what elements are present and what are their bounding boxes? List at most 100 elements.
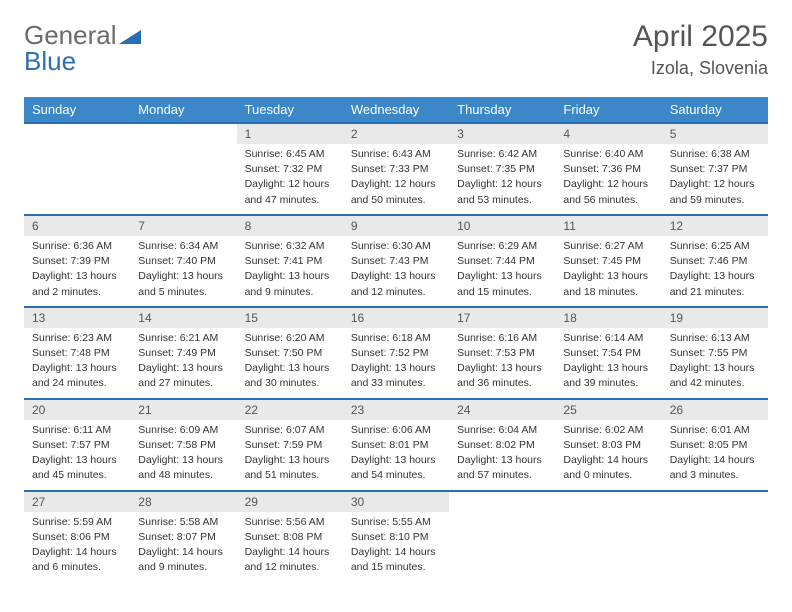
day-cell: [130, 123, 236, 215]
day-line: and 30 minutes.: [245, 376, 335, 391]
day-line: Sunrise: 6:30 AM: [351, 239, 441, 254]
day-line: and 54 minutes.: [351, 468, 441, 483]
day-cell: 13Sunrise: 6:23 AMSunset: 7:48 PMDayligh…: [24, 307, 130, 399]
day-line: and 18 minutes.: [563, 285, 653, 300]
day-line: Daylight: 13 hours: [32, 453, 122, 468]
day-line: Sunrise: 6:45 AM: [245, 147, 335, 162]
day-line: and 45 minutes.: [32, 468, 122, 483]
weekday-header: Monday: [130, 97, 236, 123]
day-line: and 15 minutes.: [457, 285, 547, 300]
day-line: Sunset: 7:41 PM: [245, 254, 335, 269]
day-line: Sunset: 8:01 PM: [351, 438, 441, 453]
day-line: Sunrise: 5:59 AM: [32, 515, 122, 530]
day-line: Daylight: 13 hours: [138, 361, 228, 376]
day-line: Daylight: 13 hours: [457, 361, 547, 376]
day-number: 29: [237, 492, 343, 512]
day-number: 20: [24, 400, 130, 420]
day-number: 21: [130, 400, 236, 420]
day-line: Sunset: 7:36 PM: [563, 162, 653, 177]
day-cell: 28Sunrise: 5:58 AMSunset: 8:07 PMDayligh…: [130, 491, 236, 582]
day-content: Sunrise: 6:09 AMSunset: 7:58 PMDaylight:…: [130, 420, 236, 490]
day-line: and 3 minutes.: [670, 468, 760, 483]
week-row: 27Sunrise: 5:59 AMSunset: 8:06 PMDayligh…: [24, 491, 768, 582]
day-cell: 15Sunrise: 6:20 AMSunset: 7:50 PMDayligh…: [237, 307, 343, 399]
day-number: 14: [130, 308, 236, 328]
day-line: Sunrise: 6:21 AM: [138, 331, 228, 346]
weekday-header: Friday: [555, 97, 661, 123]
day-cell: [555, 491, 661, 582]
day-cell: 12Sunrise: 6:25 AMSunset: 7:46 PMDayligh…: [662, 215, 768, 307]
day-cell: 1Sunrise: 6:45 AMSunset: 7:32 PMDaylight…: [237, 123, 343, 215]
day-cell: 9Sunrise: 6:30 AMSunset: 7:43 PMDaylight…: [343, 215, 449, 307]
day-number: 17: [449, 308, 555, 328]
day-number: 18: [555, 308, 661, 328]
day-line: Daylight: 12 hours: [563, 177, 653, 192]
day-cell: 18Sunrise: 6:14 AMSunset: 7:54 PMDayligh…: [555, 307, 661, 399]
day-line: Daylight: 13 hours: [138, 269, 228, 284]
day-line: Daylight: 14 hours: [245, 545, 335, 560]
day-number: 10: [449, 216, 555, 236]
day-content: Sunrise: 6:06 AMSunset: 8:01 PMDaylight:…: [343, 420, 449, 490]
day-line: Daylight: 13 hours: [670, 361, 760, 376]
day-line: Sunrise: 6:18 AM: [351, 331, 441, 346]
day-content: Sunrise: 5:59 AMSunset: 8:06 PMDaylight:…: [24, 512, 130, 582]
day-line: Daylight: 13 hours: [245, 361, 335, 376]
day-number-empty: [449, 492, 555, 512]
day-cell: 2Sunrise: 6:43 AMSunset: 7:33 PMDaylight…: [343, 123, 449, 215]
day-content: Sunrise: 6:16 AMSunset: 7:53 PMDaylight:…: [449, 328, 555, 398]
day-cell: 23Sunrise: 6:06 AMSunset: 8:01 PMDayligh…: [343, 399, 449, 491]
day-cell: 16Sunrise: 6:18 AMSunset: 7:52 PMDayligh…: [343, 307, 449, 399]
day-line: Sunrise: 6:13 AM: [670, 331, 760, 346]
day-line: Sunrise: 6:09 AM: [138, 423, 228, 438]
day-line: Daylight: 13 hours: [563, 269, 653, 284]
day-line: Sunrise: 5:56 AM: [245, 515, 335, 530]
day-number: 11: [555, 216, 661, 236]
day-line: and 2 minutes.: [32, 285, 122, 300]
day-content: Sunrise: 6:43 AMSunset: 7:33 PMDaylight:…: [343, 144, 449, 214]
day-line: Sunset: 7:53 PM: [457, 346, 547, 361]
day-content: Sunrise: 6:13 AMSunset: 7:55 PMDaylight:…: [662, 328, 768, 398]
day-content: Sunrise: 5:55 AMSunset: 8:10 PMDaylight:…: [343, 512, 449, 582]
day-line: Sunset: 7:52 PM: [351, 346, 441, 361]
day-cell: [24, 123, 130, 215]
day-line: Sunrise: 6:38 AM: [670, 147, 760, 162]
day-line: Sunset: 7:43 PM: [351, 254, 441, 269]
day-line: Daylight: 13 hours: [563, 361, 653, 376]
day-line: Daylight: 13 hours: [351, 361, 441, 376]
day-number-empty: [555, 492, 661, 512]
day-number: 26: [662, 400, 768, 420]
day-line: Daylight: 13 hours: [245, 453, 335, 468]
day-content: Sunrise: 6:38 AMSunset: 7:37 PMDaylight:…: [662, 144, 768, 214]
day-content: Sunrise: 6:04 AMSunset: 8:02 PMDaylight:…: [449, 420, 555, 490]
day-line: Sunset: 8:07 PM: [138, 530, 228, 545]
weekday-header-row: Sunday Monday Tuesday Wednesday Thursday…: [24, 97, 768, 123]
day-number: 23: [343, 400, 449, 420]
day-number: 9: [343, 216, 449, 236]
day-line: Sunrise: 5:58 AM: [138, 515, 228, 530]
day-line: Sunrise: 6:32 AM: [245, 239, 335, 254]
day-line: Daylight: 14 hours: [670, 453, 760, 468]
weekday-header: Wednesday: [343, 97, 449, 123]
header: General April 2025 Izola, Slovenia: [24, 20, 768, 79]
day-cell: 30Sunrise: 5:55 AMSunset: 8:10 PMDayligh…: [343, 491, 449, 582]
day-cell: 5Sunrise: 6:38 AMSunset: 7:37 PMDaylight…: [662, 123, 768, 215]
day-line: Daylight: 14 hours: [563, 453, 653, 468]
day-line: Sunrise: 6:06 AM: [351, 423, 441, 438]
day-line: Sunset: 7:57 PM: [32, 438, 122, 453]
day-line: Daylight: 14 hours: [32, 545, 122, 560]
day-line: Sunset: 8:08 PM: [245, 530, 335, 545]
title-block: April 2025 Izola, Slovenia: [633, 20, 768, 79]
day-number: 25: [555, 400, 661, 420]
day-number: 3: [449, 124, 555, 144]
day-line: Daylight: 14 hours: [138, 545, 228, 560]
day-cell: 22Sunrise: 6:07 AMSunset: 7:59 PMDayligh…: [237, 399, 343, 491]
day-number: 12: [662, 216, 768, 236]
day-number: 1: [237, 124, 343, 144]
day-content: Sunrise: 6:11 AMSunset: 7:57 PMDaylight:…: [24, 420, 130, 490]
day-line: Daylight: 12 hours: [670, 177, 760, 192]
day-line: Daylight: 12 hours: [245, 177, 335, 192]
day-line: Daylight: 12 hours: [457, 177, 547, 192]
day-line: Sunset: 7:55 PM: [670, 346, 760, 361]
day-content: Sunrise: 6:02 AMSunset: 8:03 PMDaylight:…: [555, 420, 661, 490]
month-title: April 2025: [633, 20, 768, 54]
